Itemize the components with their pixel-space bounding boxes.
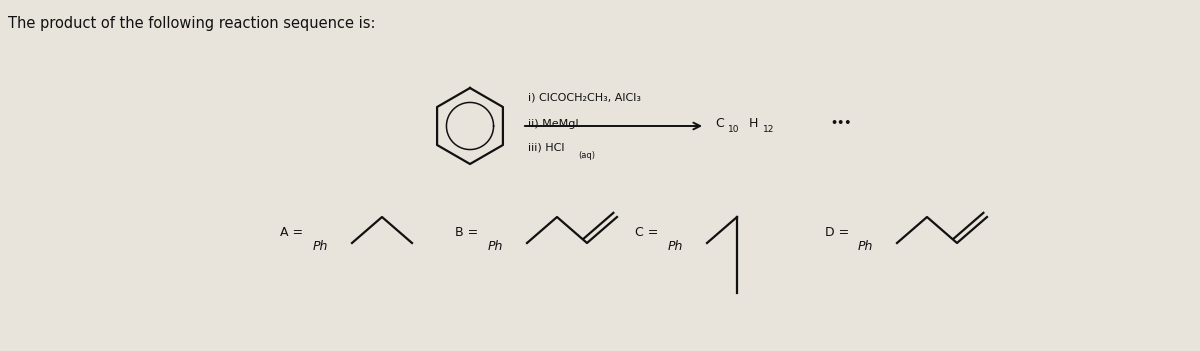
Text: •••: ••• [830, 118, 851, 128]
Text: The product of the following reaction sequence is:: The product of the following reaction se… [8, 16, 376, 31]
Text: Ph: Ph [488, 239, 503, 252]
Text: i) ClCOCH₂CH₃, AlCl₃: i) ClCOCH₂CH₃, AlCl₃ [528, 93, 641, 103]
Text: 12: 12 [763, 125, 774, 133]
Text: D =: D = [826, 226, 850, 239]
Text: Ph: Ph [313, 239, 329, 252]
Text: (aq): (aq) [578, 151, 595, 160]
Text: B =: B = [455, 226, 479, 239]
Text: C: C [715, 117, 724, 130]
Text: ii) MeMgI: ii) MeMgI [528, 119, 578, 129]
Text: C =: C = [635, 226, 659, 239]
Text: Ph: Ph [668, 239, 683, 252]
Text: H: H [749, 117, 758, 130]
Text: A =: A = [280, 226, 304, 239]
Text: Ph: Ph [858, 239, 874, 252]
Text: iii) HCl: iii) HCl [528, 143, 564, 153]
Text: 10: 10 [728, 125, 739, 133]
